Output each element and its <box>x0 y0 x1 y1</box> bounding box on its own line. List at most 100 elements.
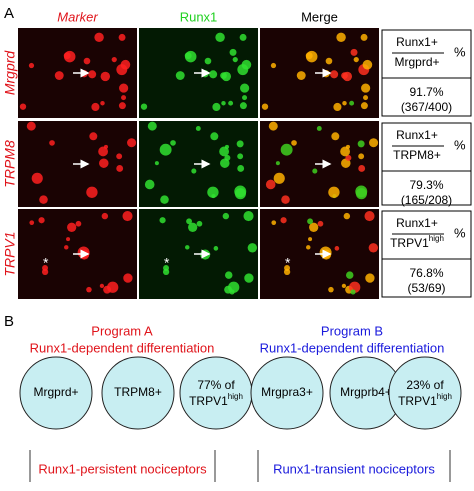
cell <box>120 59 131 70</box>
cell <box>127 138 137 148</box>
cell <box>350 48 358 56</box>
cell <box>186 218 193 225</box>
cell <box>360 33 368 41</box>
cell <box>77 246 90 259</box>
cell <box>239 33 247 41</box>
cell <box>343 212 351 220</box>
population-circle <box>101 356 175 430</box>
circle-text: 77% of <box>197 378 235 392</box>
fraction-denominator: TRPM8+ <box>393 148 441 162</box>
cell <box>316 126 322 131</box>
cell <box>328 286 334 293</box>
cell <box>317 220 324 227</box>
denominator-text: Mrgprd+ <box>394 55 439 69</box>
cell <box>284 265 291 271</box>
cell <box>350 289 356 295</box>
cell <box>268 121 278 131</box>
cell <box>275 161 280 166</box>
unit: % <box>454 44 466 59</box>
cell <box>364 210 375 222</box>
cell <box>342 100 347 106</box>
panel-label: A <box>4 5 14 22</box>
circle-text-main: TRPV1 <box>189 394 228 408</box>
asterisk: * <box>43 255 49 271</box>
cell <box>360 102 368 110</box>
population-circle <box>19 356 93 430</box>
program-subtitle: Runx1-dependent differentiation <box>260 340 445 355</box>
counts: (367/400) <box>401 100 452 114</box>
column-header: Marker <box>57 9 98 24</box>
stats-box <box>381 29 472 117</box>
cell <box>358 153 365 160</box>
stats-box <box>381 122 472 206</box>
cell <box>365 273 375 283</box>
cell <box>54 71 64 80</box>
cell <box>210 132 219 141</box>
cell <box>357 140 365 148</box>
cell <box>369 138 379 148</box>
cell <box>118 102 126 110</box>
asterisk: * <box>285 255 291 271</box>
cell <box>234 185 247 198</box>
program-footer: Runx1-transient nociceptors <box>273 461 435 476</box>
cell <box>107 281 119 293</box>
cell <box>330 70 339 79</box>
cell <box>265 179 276 190</box>
cell <box>38 217 45 224</box>
circle-text: TRPV1high <box>189 392 243 408</box>
cell <box>91 102 100 112</box>
cell <box>296 71 306 80</box>
cell <box>244 273 254 283</box>
circle-text: Mrgprb4+ <box>340 385 392 399</box>
fraction-numerator: Runx1+ <box>396 216 438 230</box>
cell <box>98 146 109 157</box>
circle-text-sup: high <box>228 392 243 401</box>
row-label: Mrgprd <box>2 50 18 96</box>
cell <box>118 33 126 41</box>
circle-text: TRPM8+ <box>114 385 162 399</box>
cell <box>219 146 230 157</box>
cell <box>349 100 355 106</box>
cell <box>209 70 218 79</box>
cell <box>188 222 198 232</box>
fraction-numerator: Runx1+ <box>396 128 438 142</box>
row-label: TRPM8 <box>2 140 18 188</box>
cell <box>83 57 91 65</box>
labels: A Marker Runx1 Merge Mrgprd Runx1+ Mrgprd+% 91.… <box>2 5 472 482</box>
circle-text-main: TRPV1 <box>398 394 437 408</box>
cell <box>163 265 170 271</box>
cell <box>239 102 247 110</box>
cell <box>86 186 98 198</box>
cell <box>241 59 252 70</box>
cell <box>195 126 201 131</box>
cell <box>159 143 172 156</box>
denominator-sup: high <box>429 234 444 243</box>
cell <box>224 271 233 279</box>
cell <box>243 210 254 222</box>
cell <box>123 273 133 283</box>
cell <box>31 172 43 184</box>
cell <box>307 218 314 225</box>
cell <box>119 83 129 93</box>
cell <box>325 57 333 65</box>
row-label: TRPV1 <box>2 231 18 276</box>
cell <box>319 246 332 259</box>
cell <box>122 210 133 222</box>
cell <box>281 195 290 204</box>
cell <box>19 103 27 110</box>
cell <box>101 212 109 220</box>
cell <box>89 132 98 141</box>
cell <box>291 140 297 146</box>
column-header: Merge <box>301 9 338 24</box>
population-circle <box>388 356 462 430</box>
cell <box>355 185 368 198</box>
cell <box>237 153 244 160</box>
program-title: Program A <box>91 323 153 338</box>
program-footer: Runx1-persistent nociceptors <box>38 461 207 476</box>
cell <box>224 154 231 161</box>
cell <box>340 146 351 157</box>
cell <box>305 52 313 60</box>
cell <box>242 95 248 101</box>
column-header: Runx1 <box>180 9 218 24</box>
